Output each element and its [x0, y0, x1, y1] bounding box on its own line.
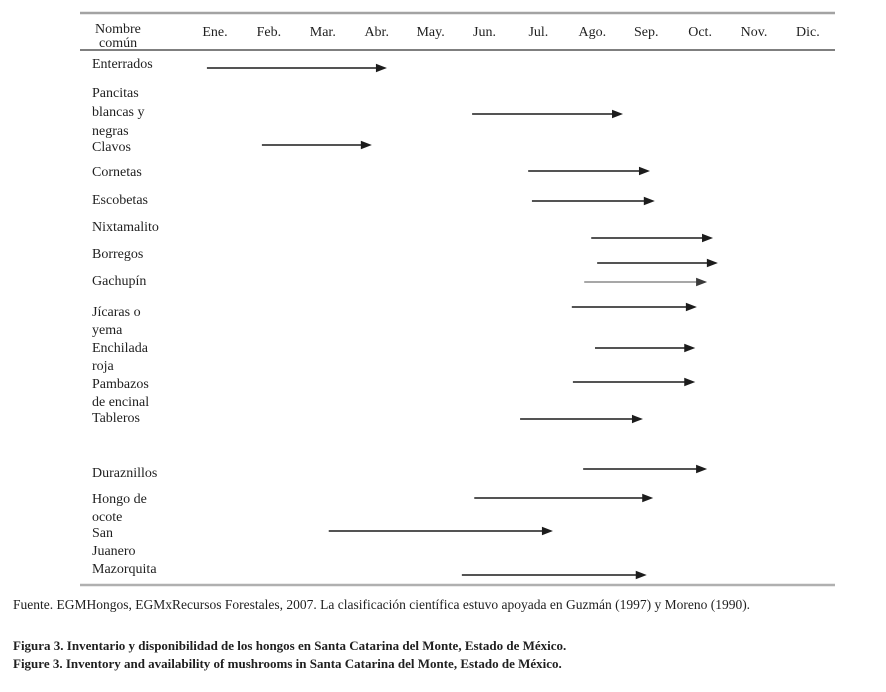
availability-arrow-head — [643, 196, 655, 206]
row-label: San — [92, 526, 113, 541]
row-label: blancas y — [92, 105, 144, 120]
row-label: Pancitas — [92, 86, 139, 101]
row-label: Enterrados — [92, 57, 153, 72]
row-label: Jícaras o — [92, 305, 141, 320]
month-header-label: Feb. — [257, 25, 282, 40]
month-header-label: Dic. — [796, 25, 820, 40]
availability-arrow-head — [696, 464, 708, 474]
row-label: yema — [92, 323, 123, 338]
row-label: Juanero — [92, 544, 136, 559]
row-header-label: común — [99, 36, 137, 51]
month-header-label: Jun. — [473, 25, 496, 40]
caption-block: Fuente. EGMHongos, EGMxRecursos Forestal… — [13, 594, 880, 673]
availability-arrow-head — [702, 233, 714, 243]
availability-arrow-head — [360, 140, 372, 150]
row-label: Borregos — [92, 247, 143, 262]
availability-arrow-head — [685, 302, 697, 312]
availability-arrow-head — [631, 414, 643, 424]
month-header-label: Jul. — [528, 25, 548, 40]
availability-arrow-head — [684, 377, 696, 387]
availability-arrow-head — [541, 526, 553, 536]
month-header-label: Abr. — [364, 25, 389, 40]
row-label: Enchilada — [92, 341, 149, 356]
row-label: Pambazos — [92, 377, 149, 392]
row-label: Tableros — [92, 411, 140, 426]
row-label: Escobetas — [92, 193, 148, 208]
source-note: Fuente. EGMHongos, EGMxRecursos Forestal… — [13, 597, 751, 612]
row-label: Hongo de — [92, 492, 147, 507]
month-header-label: Ene. — [202, 25, 227, 40]
availability-arrow-head — [684, 343, 696, 353]
row-label: Cornetas — [92, 165, 142, 180]
month-header-label: Oct. — [688, 25, 712, 40]
availability-arrow-head — [635, 570, 647, 580]
row-label: Mazorquita — [92, 562, 157, 577]
row-label: Duraznillos — [92, 466, 157, 481]
row-header-label: Nombre — [95, 22, 141, 37]
availability-arrow-head — [638, 166, 650, 176]
availability-arrow-head — [696, 277, 708, 287]
row-label: negras — [92, 124, 129, 139]
availability-arrow-head — [642, 493, 654, 503]
row-label: ocote — [92, 510, 122, 525]
month-header-label: Sep. — [634, 25, 659, 40]
month-header-label: Nov. — [741, 25, 768, 40]
availability-arrow-head — [612, 109, 624, 119]
month-header-label: Mar. — [310, 25, 336, 40]
row-label: Gachupín — [92, 274, 146, 289]
figure-caption-en: Figure 3. Inventory and availability of … — [13, 656, 562, 671]
month-header-label: Ago. — [578, 25, 606, 40]
row-label: Clavos — [92, 140, 131, 155]
row-label: de encinal — [92, 395, 149, 410]
availability-arrow-head — [706, 258, 718, 268]
row-label: Nixtamalito — [92, 220, 159, 235]
row-label: roja — [92, 359, 115, 374]
figure-caption-es: Figura 3. Inventario y disponibilidad de… — [13, 638, 567, 653]
availability-arrow-head — [375, 63, 387, 73]
month-header-label: May. — [416, 25, 444, 40]
